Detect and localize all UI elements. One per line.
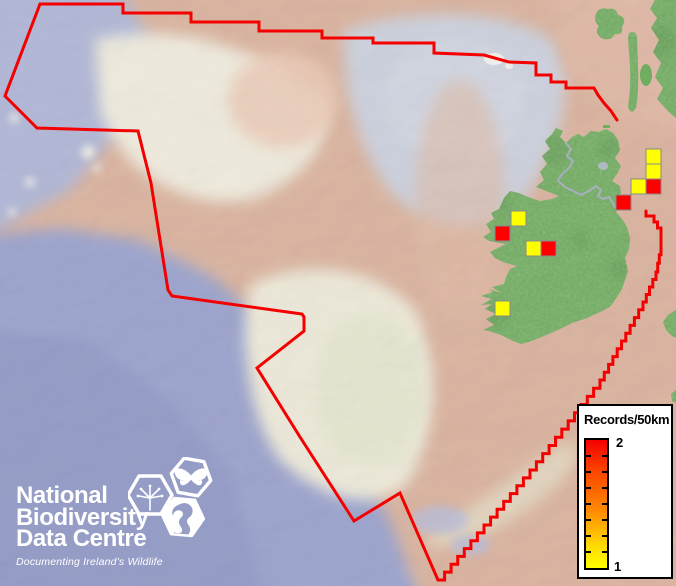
legend-tick: [602, 551, 607, 553]
legend-tick: [586, 519, 591, 521]
legend-tick: [586, 551, 591, 553]
legend-tick: [586, 487, 591, 489]
boundary-path-east-limit-stair: [436, 209, 663, 582]
dandelion-icon: [128, 474, 174, 516]
record-cell: [615, 194, 632, 211]
legend-tick: [602, 471, 607, 473]
logo-line-3: Data Centre: [16, 525, 147, 552]
record-cell: [540, 240, 557, 257]
ni-border-path: [557, 142, 618, 211]
legend-panel: Records/50km 2 1: [577, 404, 673, 579]
logo-line-2: Biodiversity: [16, 503, 149, 531]
butterfly-icon: [169, 457, 213, 498]
boundary-path-north-west-limit: [3, 2, 619, 582]
legend-tick: [586, 503, 591, 505]
records-grid-layer: [494, 148, 662, 317]
legend-tick: [586, 471, 591, 473]
record-cell: [494, 300, 511, 317]
legend-title: Records/50km: [584, 412, 670, 427]
legend-min-label: 1: [614, 559, 622, 574]
logo-tagline: Documenting Ireland's Wildlife: [16, 555, 163, 568]
record-cell: [645, 163, 662, 180]
record-cell: [494, 225, 511, 242]
record-cell: [645, 148, 662, 165]
logo-hexagons: [128, 457, 213, 538]
designated-area-boundary-layer: [3, 2, 663, 582]
ni-border-layer: [557, 142, 618, 211]
legend-tick: [586, 535, 591, 537]
legend-tick: [602, 503, 607, 505]
record-cell: [630, 178, 647, 195]
legend-tick: [602, 455, 607, 457]
record-cell: [645, 178, 662, 195]
legend-colorbar: [584, 438, 609, 570]
legend-tick: [602, 519, 607, 521]
record-cell: [510, 210, 527, 227]
nbdc-logo: National Biodiversity Data Centre Docume…: [16, 482, 163, 568]
legend-max-label: 2: [616, 435, 624, 450]
legend-tick: [602, 535, 607, 537]
logo-line-1: National: [16, 482, 108, 509]
seahorse-icon: [160, 496, 206, 538]
legend-tick: [586, 455, 591, 457]
legend-tick: [602, 487, 607, 489]
record-cell: [525, 240, 542, 257]
